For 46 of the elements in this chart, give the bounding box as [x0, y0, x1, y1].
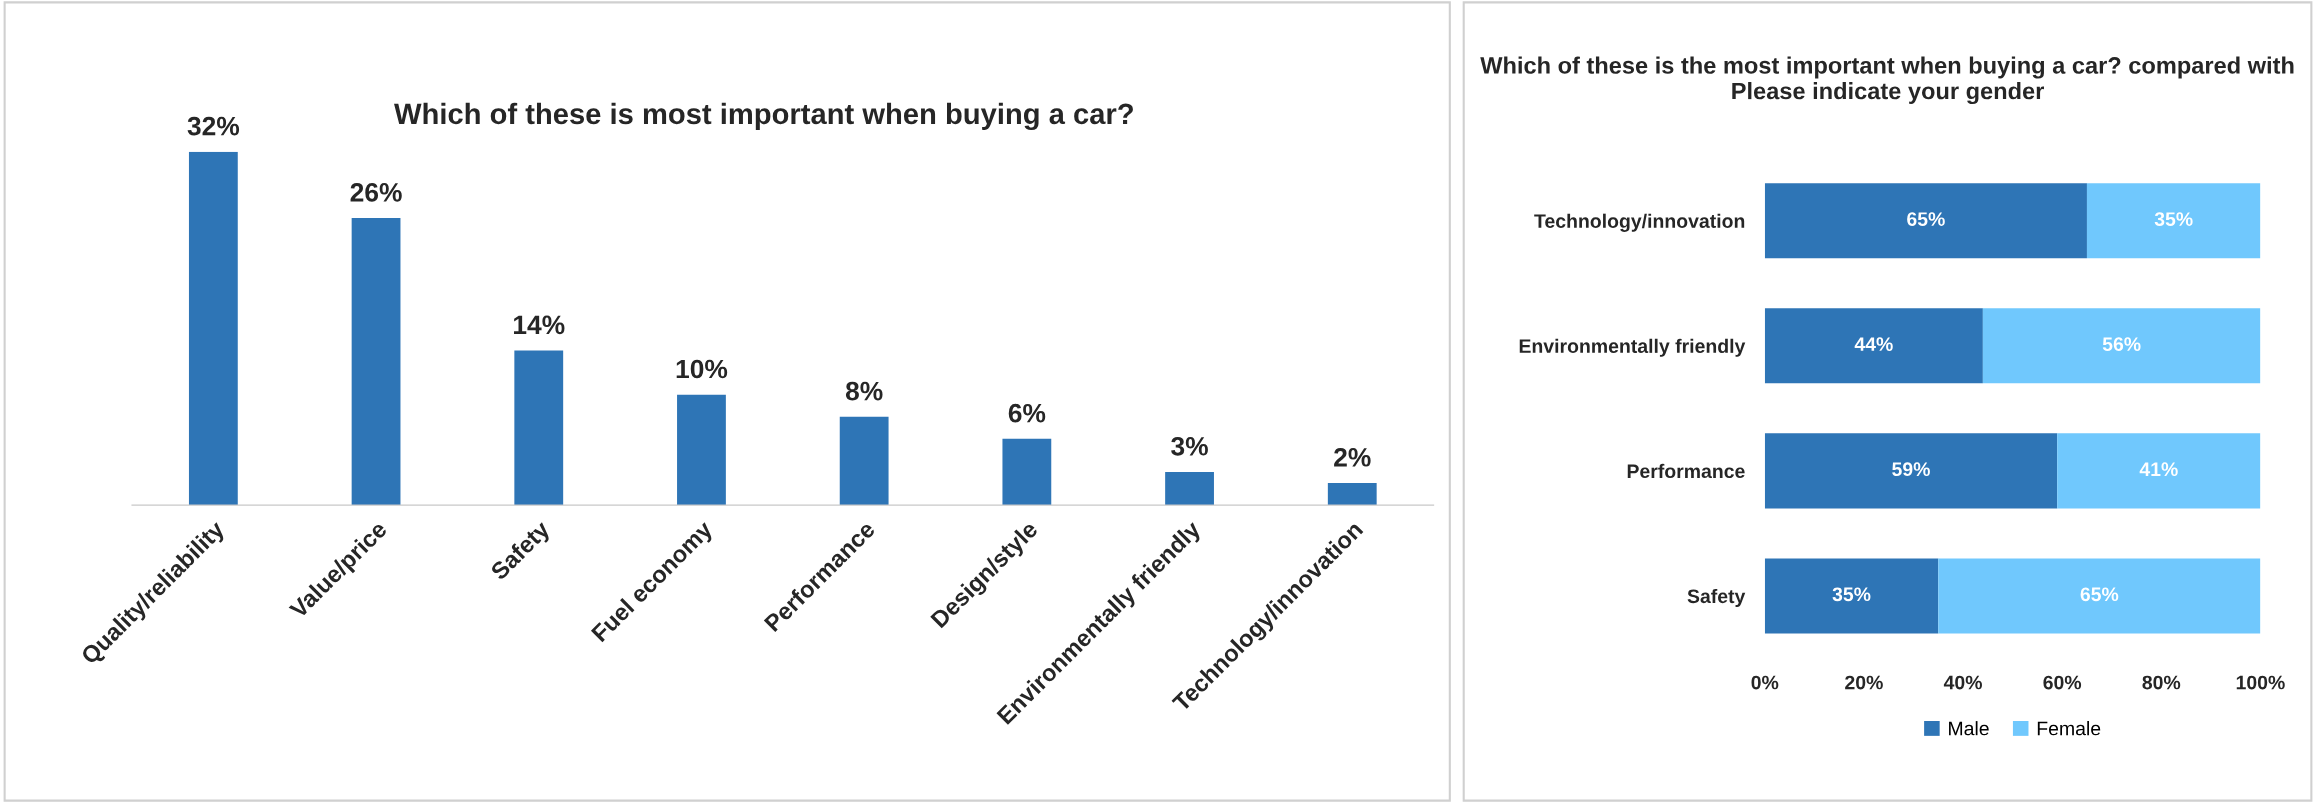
- data-label: 26%: [350, 183, 402, 202]
- data-label: 10%: [676, 359, 728, 379]
- data-label: 6%: [1008, 403, 1046, 423]
- bar: [188, 151, 238, 506]
- data-label: 35%: [1832, 587, 1871, 602]
- y-tick-label: Technology/innovation: [1534, 213, 1745, 232]
- x-tick-label: 0%: [1751, 675, 1779, 690]
- bar: [1764, 433, 2058, 509]
- y-tick-label: Safety: [1687, 588, 1746, 608]
- bar: [1165, 471, 1214, 506]
- y-tick-label: Environmentally friendly: [1519, 338, 1746, 357]
- bar: [2086, 183, 2261, 259]
- bar: [1764, 558, 1939, 634]
- bar: [1938, 558, 2261, 634]
- data-label: 59%: [1892, 462, 1930, 477]
- bar: [839, 416, 889, 506]
- chart-title: Which of these is most important when buying a car?: [394, 102, 1133, 131]
- data-label: 56%: [2102, 337, 2141, 352]
- x-tick-label: 20%: [1845, 675, 1883, 690]
- bar: [514, 350, 564, 506]
- x-tick-label: 80%: [2142, 675, 2181, 690]
- legend-label: Male: [1949, 721, 1989, 736]
- bar: [1982, 308, 2261, 384]
- data-label: 65%: [2080, 587, 2119, 602]
- bar: [1764, 308, 1983, 384]
- data-label: 35%: [2154, 212, 2193, 226]
- x-tick-label: 100%: [2236, 675, 2285, 690]
- bar: [2057, 433, 2261, 509]
- bar: [1002, 438, 1052, 506]
- bar: [351, 218, 401, 506]
- data-label: 32%: [187, 116, 240, 136]
- chart-title: Which of these is the most important when buying a car? compared with Please indicate your gender: [1480, 56, 2294, 105]
- data-label: 14%: [514, 315, 565, 335]
- data-label: 8%: [845, 381, 883, 401]
- x-tick-label: 40%: [1943, 675, 1982, 690]
- data-label: 2%: [1334, 447, 1371, 467]
- y-tick-label: Performance: [1627, 463, 1745, 479]
- bar: [677, 394, 726, 506]
- data-label: 41%: [2139, 462, 2178, 477]
- data-label: 44%: [1854, 337, 1893, 351]
- data-label: 65%: [1907, 212, 1945, 226]
- bar: [1764, 183, 2087, 259]
- data-label: 3%: [1171, 436, 1208, 456]
- legend-label: Female: [2037, 721, 2101, 736]
- x-tick-label: 60%: [2043, 675, 2082, 690]
- bar: [1327, 483, 1377, 506]
